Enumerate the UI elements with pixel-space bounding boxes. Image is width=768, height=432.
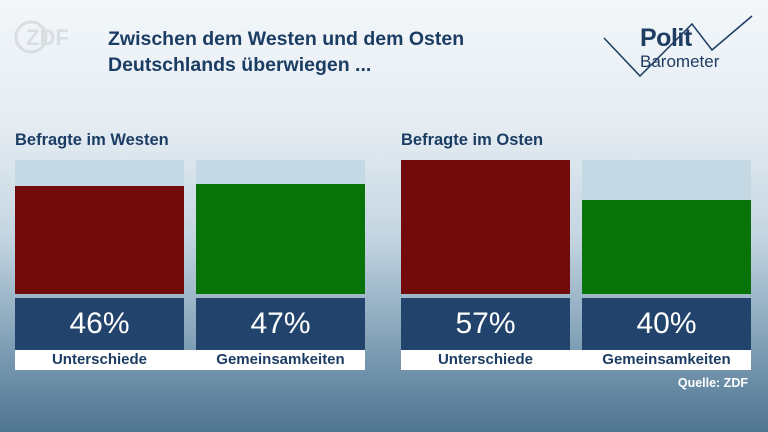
bar-track-east-gemeinsamkeiten	[582, 160, 751, 294]
category-label-west-unterschiede: Unterschiede	[15, 350, 184, 370]
bar-track-west-gemeinsamkeiten	[196, 160, 365, 294]
value-label-east-gemeinsamkeiten: 40%	[582, 298, 751, 350]
category-label-west-gemeinsamkeiten: Gemeinsamkeiten	[196, 350, 365, 370]
politbarometer-logo: Polit Barometer	[600, 10, 760, 84]
chart-title: Zwischen dem Westen und dem Osten Deutsc…	[108, 26, 464, 78]
source-label: Quelle: ZDF	[677, 376, 748, 390]
group-title-west: Befragte im Westen	[15, 131, 169, 149]
value-label-west-unterschiede: 46%	[15, 298, 184, 350]
bar-east-gemeinsamkeiten	[582, 200, 751, 294]
category-label-east-gemeinsamkeiten: Gemeinsamkeiten	[582, 350, 751, 370]
politbarometer-zigzag-icon	[603, 15, 753, 78]
category-label-east-unterschiede: Unterschiede	[401, 350, 570, 370]
title-line-1: Zwischen dem Westen und dem Osten	[108, 28, 465, 50]
zdf-logo: ZDF	[14, 20, 78, 54]
value-label-west-gemeinsamkeiten: 47%	[196, 298, 365, 350]
bar-west-gemeinsamkeiten	[196, 184, 365, 294]
bar-track-west-unterschiede	[15, 160, 184, 294]
svg-text:ZDF: ZDF	[26, 25, 69, 50]
brand-barometer: Barometer	[640, 52, 720, 71]
value-label-east-unterschiede: 57%	[401, 298, 570, 350]
brand-polit: Polit	[640, 24, 692, 52]
group-title-east: Befragte im Osten	[401, 131, 544, 149]
bar-west-unterschiede	[15, 186, 184, 294]
title-line-2: Deutschlands überwiegen ...	[108, 54, 372, 76]
bar-track-east-unterschiede	[401, 160, 570, 294]
bar-east-unterschiede	[401, 160, 570, 294]
